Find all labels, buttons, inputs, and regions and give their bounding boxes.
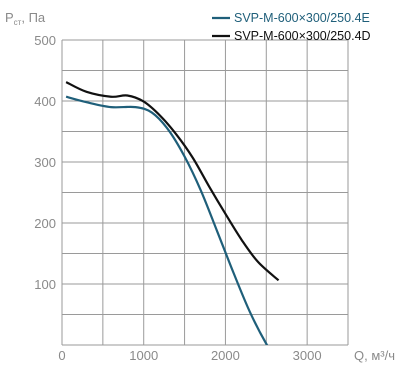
y-axis-title-subscript: ст bbox=[14, 18, 22, 27]
x-tick-label: 2000 bbox=[211, 348, 240, 363]
y-axis-title-unit: , Па bbox=[21, 10, 46, 25]
series-line-2 bbox=[65, 81, 280, 282]
legend: SVP-M-600×300/250.4E SVP-M-600×300/250.4… bbox=[212, 11, 371, 43]
y-tick-label: 500 bbox=[34, 33, 56, 48]
x-tick-label: 0 bbox=[58, 348, 65, 363]
series-lines bbox=[65, 81, 280, 345]
y-tick-label: 400 bbox=[34, 94, 56, 109]
legend-label-series-1: SVP-M-600×300/250.4E bbox=[234, 11, 370, 25]
y-tick-label: 300 bbox=[34, 155, 56, 170]
y-axis-title: Pст, Па bbox=[5, 10, 46, 27]
legend-label-series-2: SVP-M-600×300/250.4D bbox=[234, 29, 371, 43]
y-tick-label: 100 bbox=[34, 277, 56, 292]
tick-labels: 100 200 300 400 500 0 1000 2000 3000 bbox=[34, 33, 321, 363]
grid bbox=[61, 39, 349, 346]
y-tick-label: 200 bbox=[34, 216, 56, 231]
x-axis-title: Q, м³/ч bbox=[354, 348, 395, 363]
series-line-1 bbox=[65, 95, 269, 345]
x-tick-label: 3000 bbox=[293, 348, 322, 363]
y-axis-title-symbol: P bbox=[5, 10, 14, 25]
x-tick-label: 1000 bbox=[129, 348, 158, 363]
